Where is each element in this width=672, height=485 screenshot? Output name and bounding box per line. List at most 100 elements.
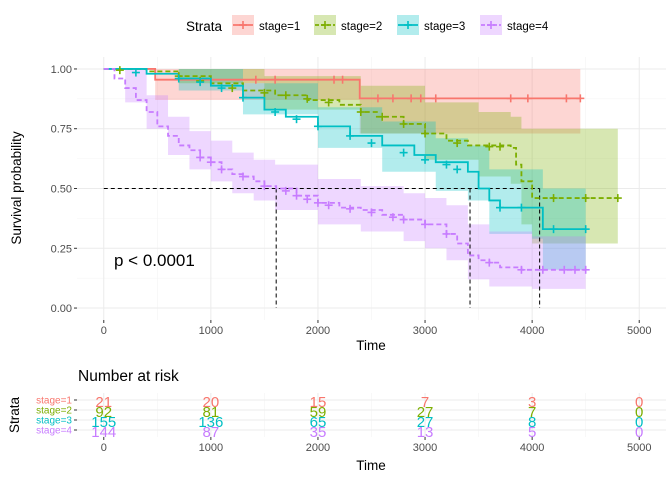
risk-value-stage-4: 13 bbox=[417, 424, 434, 441]
censor-mark-stage-4 bbox=[206, 158, 215, 167]
risk-x-tick-label: 1000 bbox=[199, 442, 223, 454]
p-value-annotation: p < 0.0001 bbox=[114, 251, 195, 270]
risk-value-stage-1: 15 bbox=[310, 394, 327, 411]
risk-value-stage-1: 3 bbox=[528, 394, 536, 411]
censor-mark-stage-3 bbox=[453, 165, 462, 174]
risk-value-stage-2: 81 bbox=[203, 404, 220, 421]
risk-x-tick-label: 5000 bbox=[627, 442, 651, 454]
censor-mark-stage-3 bbox=[581, 225, 590, 234]
legend-title: Strata bbox=[186, 19, 223, 34]
censor-mark-stage-1 bbox=[576, 94, 585, 103]
censor-mark-stage-3 bbox=[549, 225, 558, 234]
censor-mark-stage-3 bbox=[517, 203, 526, 212]
y-tick-label: 1.00 bbox=[51, 64, 72, 76]
censor-mark-stage-1 bbox=[338, 75, 347, 84]
censor-mark-stage-3 bbox=[292, 115, 301, 124]
censor-mark-stage-4 bbox=[367, 208, 376, 217]
censor-mark-stage-4 bbox=[421, 220, 430, 229]
risk-value-stage-3: 65 bbox=[310, 414, 327, 431]
ci-band-stage-3 bbox=[103, 68, 586, 270]
survival-curve-stage-3 bbox=[103, 68, 586, 231]
censor-mark-stage-3 bbox=[131, 68, 140, 77]
x-tick-label: 0 bbox=[101, 325, 107, 337]
ci-band-stage-4 bbox=[103, 68, 586, 289]
censor-mark-stage-4 bbox=[485, 258, 494, 267]
y-tick-label: 0.75 bbox=[51, 124, 72, 136]
survival-curve-stage-4 bbox=[103, 68, 586, 271]
legend-label: stage=1 bbox=[259, 21, 300, 33]
x-tick-label: 5000 bbox=[627, 325, 651, 337]
y-axis-label: Survival probability bbox=[9, 131, 24, 245]
censor-mark-stage-4 bbox=[399, 215, 408, 224]
risk-value-stage-4: 35 bbox=[310, 424, 327, 441]
censor-mark-stage-3 bbox=[238, 93, 247, 102]
plot-axes: 0 1000 2000 3000 4000 5000 0.00 0.25 0.50 0.75 1.0… bbox=[51, 64, 652, 337]
y-tick-label: 0.25 bbox=[51, 243, 72, 255]
risk-value-stage-2: 27 bbox=[417, 404, 434, 421]
risk-row-label: stage=2 bbox=[36, 406, 72, 417]
risk-value-stage-3: 27 bbox=[417, 414, 434, 431]
x-axis-label: Time bbox=[356, 338, 386, 353]
censor-mark-stage-3 bbox=[271, 107, 280, 116]
censor-mark-stage-1 bbox=[407, 94, 416, 103]
risk-value-stage-4: 0 bbox=[635, 424, 643, 441]
x-tick-label: 4000 bbox=[520, 325, 544, 337]
risk-table-title: Number at risk bbox=[78, 368, 179, 385]
censor-mark-stage-1 bbox=[506, 94, 515, 103]
censor-mark-stage-2 bbox=[496, 142, 505, 151]
censor-mark-stage-1 bbox=[523, 94, 532, 103]
censor-mark-stage-3 bbox=[346, 131, 355, 140]
risk-value-stage-1: 20 bbox=[203, 394, 220, 411]
median-lines bbox=[103, 188, 541, 309]
risk-row-label: stage=1 bbox=[36, 396, 72, 407]
risk-value-stage-2: 59 bbox=[310, 404, 327, 421]
censor-mark-stage-4 bbox=[217, 165, 226, 174]
censor-mark-stage-4 bbox=[313, 198, 322, 207]
censor-mark-stage-3 bbox=[217, 84, 226, 93]
x-tick-label: 1000 bbox=[199, 325, 223, 337]
censor-mark-stage-2 bbox=[228, 84, 237, 93]
censor-mark-stage-2 bbox=[115, 66, 124, 75]
censor-mark-stage-4 bbox=[570, 265, 579, 274]
risk-value-stage-4: 144 bbox=[91, 424, 116, 441]
censor-mark-stage-1 bbox=[388, 94, 397, 103]
censor-mark-stage-1 bbox=[431, 94, 440, 103]
censor-mark-stage-1 bbox=[330, 75, 339, 84]
censor-mark-stage-4 bbox=[442, 229, 451, 238]
censor-mark-stage-3 bbox=[421, 155, 430, 164]
censor-mark-stage-3 bbox=[399, 148, 408, 157]
risk-value-stage-3: 0 bbox=[635, 414, 643, 431]
censor-mark-stage-4 bbox=[238, 172, 247, 181]
censor-mark-stage-1 bbox=[271, 75, 280, 84]
x-tick-label: 2000 bbox=[306, 325, 330, 337]
censor-mark-stage-4 bbox=[196, 153, 205, 162]
ci-band-stage-2 bbox=[103, 68, 618, 244]
x-tick-label: 3000 bbox=[413, 325, 437, 337]
legend-item-stage-4: stage=4 bbox=[480, 15, 549, 35]
risk-table-grid bbox=[77, 393, 666, 437]
censor-mark-stage-2 bbox=[378, 112, 387, 121]
risk-x-tick-label: 3000 bbox=[413, 442, 437, 454]
risk-value-stage-4: 87 bbox=[203, 424, 220, 441]
censor-mark-stage-3 bbox=[196, 78, 205, 87]
legend-label: stage=2 bbox=[341, 21, 382, 33]
censor-mark-stage-4 bbox=[324, 201, 333, 210]
risk-value-stage-1: 7 bbox=[421, 394, 429, 411]
censor-mark-stage-2 bbox=[549, 194, 558, 203]
censor-mark-stage-2 bbox=[581, 194, 590, 203]
risk-x-tick-label: 2000 bbox=[306, 442, 330, 454]
censor-mark-stage-4 bbox=[517, 265, 526, 274]
legend-item-stage-1: stage=1 bbox=[232, 15, 300, 35]
censor-mark-stage-1 bbox=[416, 94, 425, 103]
risk-value-stage-3: 8 bbox=[528, 414, 536, 431]
risk-y-axis-label: Strata bbox=[7, 397, 22, 434]
censor-mark-stage-3 bbox=[496, 203, 505, 212]
survival-plot: p < 0.0001 0 1000 2000 3000 4000 5000 0.00 0.25… bbox=[9, 57, 666, 353]
legend-items: stage=1 stage=2 stage=3 stage=4 bbox=[232, 15, 549, 35]
risk-value-stage-2: 92 bbox=[95, 404, 112, 421]
legend-item-stage-2: stage=2 bbox=[314, 15, 382, 35]
